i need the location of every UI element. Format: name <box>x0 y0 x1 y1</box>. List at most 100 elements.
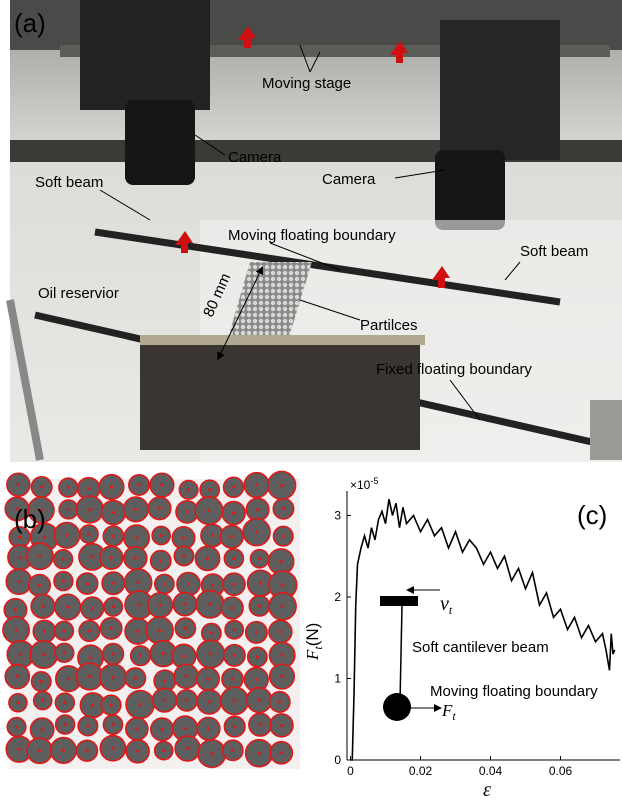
particle-center <box>182 655 185 658</box>
particle-center <box>187 583 190 586</box>
particle-center <box>184 627 187 630</box>
particle-center <box>258 557 261 560</box>
annotation: Camera <box>228 149 282 166</box>
particle-center <box>112 582 115 585</box>
particle-center <box>16 675 19 678</box>
particle-center <box>138 483 141 486</box>
particle-center <box>210 632 213 635</box>
x-tick-label: 0 <box>347 764 354 778</box>
particle-center <box>184 727 187 730</box>
particle-center <box>182 555 185 558</box>
particle-center <box>86 749 89 752</box>
annotation: Partilces <box>360 317 418 334</box>
particle-center <box>112 676 115 679</box>
annotation: Moving floating boundary <box>430 683 598 700</box>
particle-center <box>18 748 21 751</box>
particle-center <box>255 631 258 634</box>
particle-center <box>255 678 258 681</box>
particle-center <box>111 747 114 750</box>
particle-center <box>208 700 211 703</box>
particle-center <box>67 486 70 489</box>
particle-center <box>63 701 66 704</box>
particle-center <box>185 675 188 678</box>
particle-center <box>187 488 190 491</box>
particle-center <box>62 749 65 752</box>
particle-center <box>231 749 234 752</box>
particle-center <box>42 653 45 656</box>
particle-center <box>87 487 90 490</box>
particle-center <box>281 583 284 586</box>
particle-center <box>256 508 259 511</box>
y-scale: ×10-5 <box>350 476 378 492</box>
particle-center <box>233 699 236 702</box>
particle-center <box>41 605 44 608</box>
particle-center <box>208 488 211 491</box>
particle-center <box>281 605 284 608</box>
particle-center <box>110 704 113 707</box>
particle-center <box>110 627 113 630</box>
beam-holder <box>380 596 418 606</box>
particle-center <box>40 486 43 489</box>
particle-center <box>67 508 70 511</box>
particle-center <box>259 582 262 585</box>
panel-label: (a) <box>14 8 46 38</box>
particle-center <box>258 604 261 607</box>
annotation: Soft beam <box>520 243 588 260</box>
particle-center <box>40 680 43 683</box>
particle-center <box>88 508 91 511</box>
x-axis-label: ε <box>483 779 491 801</box>
particle-center <box>67 677 70 680</box>
particle-center <box>233 725 236 728</box>
particle-center <box>160 534 163 537</box>
particle-center <box>139 654 142 657</box>
panel-label: (b) <box>14 504 46 534</box>
particle-center <box>19 653 22 656</box>
particle-center <box>64 723 67 726</box>
particle-center <box>158 507 161 510</box>
particle-center <box>230 535 233 538</box>
particle-center <box>65 534 68 537</box>
particle-center <box>159 604 162 607</box>
particle-center <box>66 606 69 609</box>
particle-center <box>255 531 258 534</box>
particle-center <box>139 703 142 706</box>
annotation: Ft <box>441 701 456 723</box>
particle-center <box>41 699 44 702</box>
particle-center <box>162 652 165 655</box>
particle-center <box>232 583 235 586</box>
particle-center <box>280 724 283 727</box>
particle-center <box>87 533 90 536</box>
particle-center <box>282 507 285 510</box>
particle-center <box>182 536 185 539</box>
annotation: Moving floating boundary <box>228 227 396 244</box>
annotation: Soft beam <box>35 174 103 191</box>
annotation: Soft cantilever beam <box>412 639 549 656</box>
data-line <box>351 499 615 760</box>
particle-center <box>14 608 17 611</box>
annotation: Oil reservior <box>38 285 119 302</box>
particle-center <box>256 655 259 658</box>
particle-center <box>134 677 137 680</box>
particle-center <box>16 701 19 704</box>
particle-center <box>210 752 213 755</box>
particle-center <box>163 679 166 682</box>
particle-center <box>206 677 209 680</box>
particle-center <box>15 725 18 728</box>
particle-center <box>183 603 186 606</box>
particle-center <box>232 557 235 560</box>
y-axis-label: Ft(N) <box>303 623 325 661</box>
x-tick-label: 0.02 <box>409 764 433 778</box>
particle-center <box>258 752 261 755</box>
particle-center <box>282 535 285 538</box>
particle-center <box>158 629 161 632</box>
particle-center <box>186 510 189 513</box>
particle-center <box>38 584 41 587</box>
particle-center <box>258 699 261 702</box>
annotation: Camera <box>322 171 376 188</box>
particle-center <box>185 699 188 702</box>
particle-center <box>135 727 138 730</box>
particle-center <box>160 484 163 487</box>
particle-center <box>39 555 42 558</box>
y-tick-label: 3 <box>334 508 341 522</box>
particle-center <box>280 484 283 487</box>
